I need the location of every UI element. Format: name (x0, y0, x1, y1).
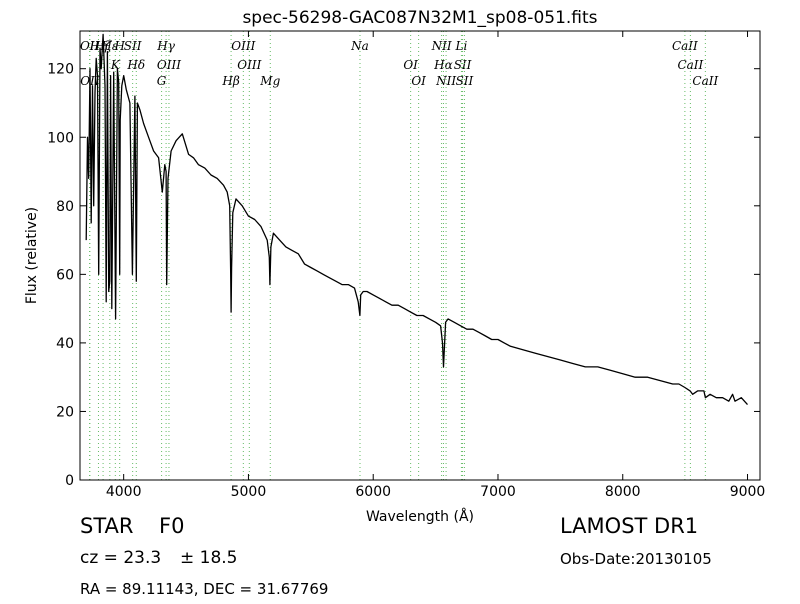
line-mark-label: OI (411, 74, 426, 88)
plot-frame (79, 30, 761, 481)
line-mark-label: Na (350, 39, 369, 53)
line-mark-label: H (113, 39, 125, 53)
y-tick-label: 120 (47, 62, 74, 78)
y-axis-label: Flux (relative) (24, 207, 40, 304)
line-mark-label: CaII (692, 74, 718, 88)
y-tick-label: 80 (56, 199, 74, 215)
chart-title: spec-56298-GAC087N32M1_sp08-051.fits (242, 8, 597, 28)
line-mark-label: CaII (672, 39, 698, 53)
line-mark-label: Hγ (156, 39, 175, 53)
line-mark-label: Hβ (221, 74, 239, 88)
line-mark-label: SII (456, 74, 474, 88)
line-mark-label: SII (124, 39, 142, 53)
cz-error: ± 18.5 (180, 548, 238, 568)
line-mark-label: Mg (259, 74, 280, 88)
spectrum-line (85, 33, 748, 406)
line-mark-label: Hδ (126, 58, 145, 72)
object-class-label: STAR (80, 514, 134, 538)
y-tick-label: 100 (47, 130, 74, 146)
y-tick-label: 60 (56, 267, 74, 283)
line-mark-label: NII (435, 74, 456, 88)
line-mark-label: OIII (231, 39, 255, 53)
line-mark-label: SII (454, 58, 472, 72)
survey-label: LAMOST DR1 (560, 514, 699, 538)
obs-date: Obs-Date:20130105 (560, 550, 712, 568)
x-tick-label: 5000 (231, 484, 267, 500)
x-tick-label: 4000 (106, 484, 142, 500)
line-mark-label: Hε (100, 39, 118, 53)
y-tick-label: 40 (56, 336, 74, 352)
x-axis-label: Wavelength (Å) (366, 508, 474, 525)
y-tick-label: 20 (56, 404, 74, 420)
coordinates: RA = 89.11143, DEC = 31.67769 (80, 580, 329, 598)
y-tick-label: 0 (65, 473, 74, 489)
line-mark-label: OI (403, 58, 418, 72)
cz-value: cz = 23.3 (80, 548, 162, 568)
subclass-label: F0 (159, 514, 185, 538)
line-mark-label: CaII (677, 58, 703, 72)
line-mark-label: G (157, 74, 167, 88)
line-mark-label: Hα (433, 58, 453, 72)
line-mark-label: OII (80, 39, 100, 53)
line-mark-label: Li (455, 39, 468, 53)
x-tick-label: 8000 (605, 484, 641, 500)
line-mark-label: OIII (157, 58, 181, 72)
x-tick-label: 6000 (355, 484, 391, 500)
line-mark-label: NII (431, 39, 452, 53)
line-mark-label: K (110, 58, 121, 72)
x-tick-label: 9000 (730, 484, 766, 500)
x-tick-label: 7000 (480, 484, 516, 500)
line-mark-label: OIII (237, 58, 261, 72)
